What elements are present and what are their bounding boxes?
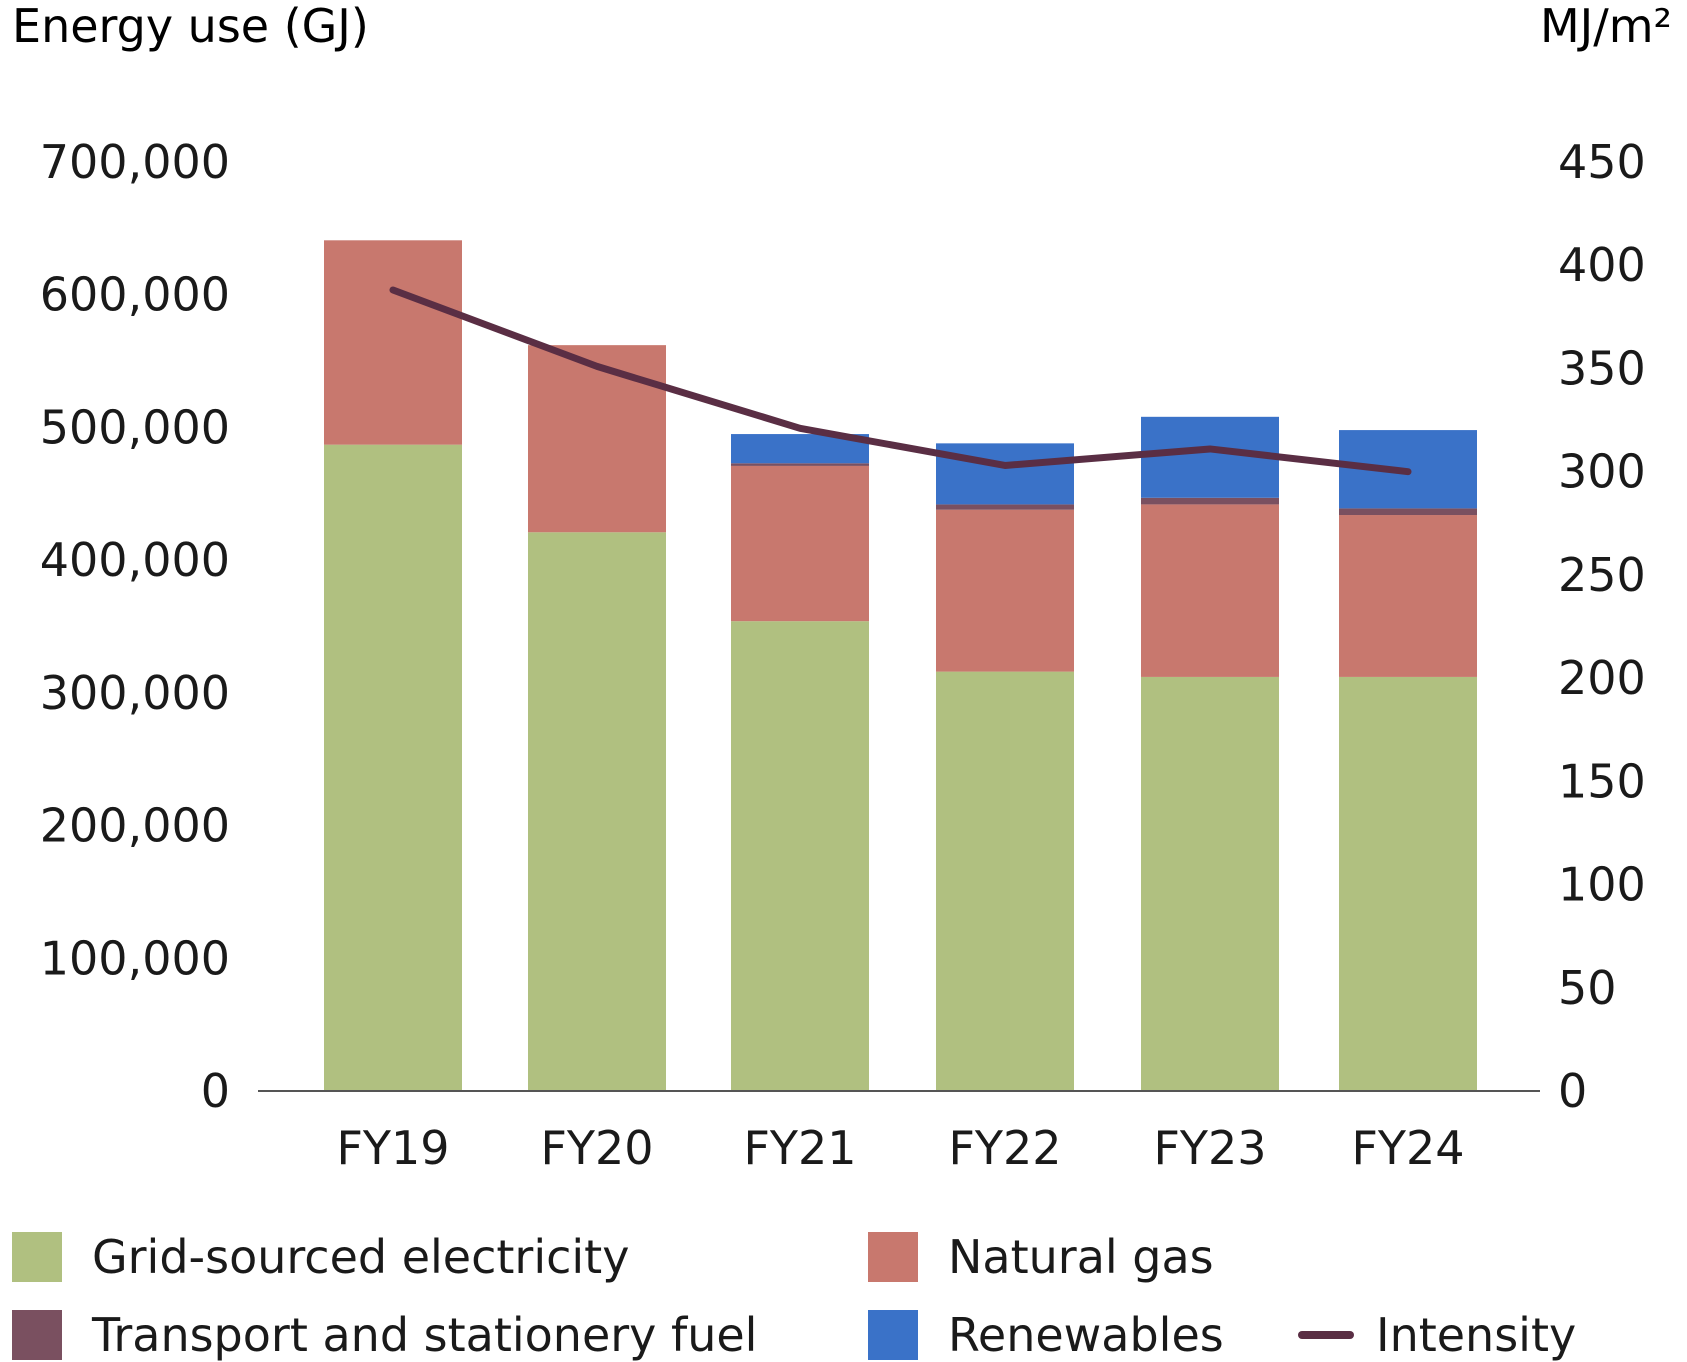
legend-label-natural-gas: Natural gas [948,1230,1214,1284]
bar-renewables-fy22 [936,443,1074,505]
legend-label-grid-electricity: Grid-sourced electricity [92,1230,630,1284]
bar-natural-gas-fy21 [731,465,869,622]
legend-label-renewables: Renewables [948,1308,1224,1362]
right-tick-label: 450 [1558,135,1646,189]
left-axis-title: Energy use (GJ) [12,0,369,53]
left-tick-label: 700,000 [40,135,230,189]
legend-item-grid-electricity: Grid-sourced electricity [12,1230,629,1284]
bar-grid-sourced-electricity-fy21 [731,621,869,1091]
left-tick-label: 600,000 [40,268,230,322]
legend-swatch-transport-fuel [12,1310,62,1360]
left-axis-ticks: 0 100,000 200,000 300,000 400,000 500,000 600,… [40,135,230,1118]
bar-natural-gas-fy24 [1339,515,1477,677]
right-tick-label: 350 [1558,341,1646,395]
left-tick-label: 0 [201,1064,230,1118]
right-tick-label: 50 [1558,961,1617,1015]
category-label-fy21: FY21 [743,1121,856,1175]
right-tick-label: 200 [1558,651,1646,705]
bar-natural-gas-fy19 [324,240,462,445]
energy-chart: Energy use (GJ) MJ/m² 0 100,000 200,000 300… [12,0,1672,1175]
bar-transport-and-stationery-fuel-fy24 [1339,508,1477,516]
bar-grid-sourced-electricity-fy24 [1339,676,1477,1091]
right-tick-label: 300 [1558,445,1646,499]
bar-transport-and-stationery-fuel-fy22 [936,504,1074,510]
left-tick-label: 300,000 [40,666,230,720]
category-labels: FY19 FY20 FY21 FY22 FY23 FY24 [336,1121,1464,1175]
legend-label-intensity: Intensity [1376,1308,1577,1362]
legend-item-transport-fuel: Transport and stationery fuel [12,1308,757,1362]
legend-item-natural-gas: Natural gas [868,1230,1214,1284]
category-label-fy24: FY24 [1351,1121,1464,1175]
bar-grid-sourced-electricity-fy20 [528,532,666,1091]
legend-swatch-grid-electricity [12,1232,62,1282]
category-label-fy22: FY22 [948,1121,1061,1175]
legend-swatch-intensity [1298,1331,1354,1339]
legend: Grid-sourced electricity Natural gas Tra… [0,1210,1687,1362]
right-axis-ticks: 0 50 100 150 200 250 300 350 400 450 [1558,135,1646,1118]
intensity-line-group [389,286,1412,476]
legend-swatch-natural-gas [868,1232,918,1282]
right-tick-label: 100 [1558,858,1646,912]
bar-transport-and-stationery-fuel-fy21 [731,463,869,466]
left-tick-label: 100,000 [40,931,230,985]
left-tick-label: 500,000 [40,400,230,454]
category-label-fy19: FY19 [336,1121,449,1175]
bar-grid-sourced-electricity-fy23 [1141,676,1279,1091]
category-label-fy20: FY20 [540,1121,653,1175]
legend-item-intensity: Intensity [1298,1308,1576,1362]
intensity-line [389,286,1412,476]
category-label-fy23: FY23 [1153,1121,1266,1175]
bar-natural-gas-fy22 [936,509,1074,672]
right-tick-label: 400 [1558,238,1646,292]
legend-item-renewables: Renewables [868,1308,1224,1362]
right-tick-label: 150 [1558,754,1646,808]
right-tick-label: 250 [1558,548,1646,602]
legend-swatch-renewables [868,1310,918,1360]
bar-natural-gas-fy20 [528,345,666,533]
right-axis-title: MJ/m² [1540,0,1672,53]
bar-grid-sourced-electricity-fy22 [936,671,1074,1091]
left-tick-label: 200,000 [40,799,230,853]
bar-grid-sourced-electricity-fy19 [324,444,462,1092]
bar-stacks [324,240,1477,1092]
right-tick-label: 0 [1558,1064,1587,1118]
left-tick-label: 400,000 [40,533,230,587]
bar-natural-gas-fy23 [1141,504,1279,677]
bar-transport-and-stationery-fuel-fy23 [1141,497,1279,505]
legend-label-transport-fuel: Transport and stationery fuel [92,1308,758,1362]
